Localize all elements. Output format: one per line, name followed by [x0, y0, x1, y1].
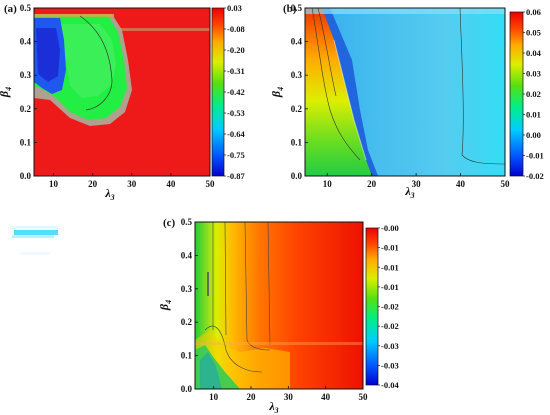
- panel-b-y-tick-label: 0.1: [291, 137, 303, 147]
- panel-b-colorbar-tick-label: 0.02: [526, 89, 541, 99]
- panel-b-colorbar-tick-label: 0.03: [526, 69, 541, 79]
- panel-a-y-tick-label: 0.3: [20, 70, 32, 80]
- panel-c-colorbar-tick-label: -0.03: [381, 360, 399, 370]
- panel-a-y-tick-label: 0.0: [20, 171, 32, 181]
- panel-c-axes: 10 20 30 40 50 0.0 0.1 0.2 0.3 0.4 0.5 (c) λ3 β4: [157, 217, 368, 415]
- panel-c-x-tick-label: 30: [284, 392, 294, 402]
- panel-a-colorbar-tick-label: -0.08: [227, 24, 245, 34]
- panel-a-y-tick-label: 0.2: [20, 104, 32, 114]
- panel-c-frame: [194, 221, 364, 390]
- panel-a-colorbar-tick-label: -0.87: [227, 171, 245, 181]
- panel-c-colorbar-tick-label: -0.02: [381, 302, 399, 312]
- panel-a-x-tick-label: 10: [49, 179, 59, 189]
- panel-b-colorbar-tick-label: -0.01: [526, 151, 544, 161]
- panel-a-x-tick-label: 20: [88, 179, 98, 189]
- panel-c-colorbar-tick-label: -0.04: [381, 380, 399, 390]
- panel-b-x-tick-label: 40: [456, 179, 466, 189]
- panel-a-x-tick-label: 40: [166, 179, 176, 189]
- panel-c-y-axis-label: β4: [157, 300, 173, 311]
- panel-c-y-tick-label: 0.1: [181, 351, 193, 361]
- panel-b-y-tick-label: 0.5: [291, 3, 303, 13]
- panel-b-frame: [304, 7, 506, 177]
- panel-c-heatmap: [195, 222, 363, 389]
- panel-b-y-tick-label: 0.0: [291, 171, 303, 181]
- panel-c-x-tick-label: 40: [321, 392, 331, 402]
- panel-a-y-tick-label: 0.1: [20, 137, 32, 147]
- panel-c-colorbar-tick-label: -0.03: [381, 341, 399, 351]
- panel-c-colorbar-tick-label: -0.01: [381, 243, 399, 253]
- panel-b: 10 20 30 40 50 0.0 0.1 0.2 0.3 0.4 0.5(b) λ3 β4 0.06…: [269, 3, 544, 200]
- panel-a-colorbar-tick-label: 0.03: [227, 3, 242, 13]
- panel-b-colorbar-tick-label: 0.06: [526, 7, 541, 17]
- panel-b-y-tick-label: 0.3: [291, 70, 303, 80]
- panel-b-x-tick-label: 30: [412, 179, 422, 189]
- panel-a-frame: [33, 7, 211, 177]
- panel-b-colorbar-tick-label: 0.05: [526, 28, 541, 38]
- panel-a-colorbar-ticks: 0.03 -0.08 -0.20 -0.31 -0.42 -0.53 -0.64 -0.75 -…: [224, 3, 245, 181]
- panel-a-colorbar-tick-label: -0.64: [227, 129, 245, 139]
- panel-b-colorbar-tick-label: 0.01: [526, 110, 541, 120]
- panel-c-y-tick-label: 0.2: [181, 317, 193, 327]
- panel-c-label: (c): [163, 217, 176, 229]
- panel-b-y-tick-label: 0.4: [291, 37, 303, 47]
- panel-c-y-tick-label: 0.5: [181, 217, 193, 227]
- panel-a-colorbar: [211, 7, 225, 177]
- panel-c-colorbar-tick-label: -0.01: [381, 262, 399, 272]
- panel-a-colorbar-tick-label: -0.75: [227, 150, 245, 160]
- panel-a-y-tick-label: 0.5: [20, 3, 32, 13]
- panel-b-y-tick-label: 0.2: [291, 104, 303, 114]
- panel-c-y-tick-label: 0.0: [181, 384, 193, 394]
- panel-b-label: (b): [283, 3, 297, 15]
- panel-a-y-tick-label: 0.4: [20, 37, 32, 47]
- panel-a-colorbar-tick-label: -0.20: [227, 45, 245, 55]
- panel-a-y-axis-label: β4: [0, 87, 13, 98]
- panel-b-heatmap: [305, 8, 505, 176]
- panel-c-y-tick-label: 0.4: [181, 250, 193, 260]
- panel-b-x-tick-label: 10: [323, 179, 333, 189]
- panel-c-x-tick-label: 10: [209, 392, 219, 402]
- panel-a-heatmap: [34, 8, 210, 176]
- panel-a-colorbar-tick-label: -0.42: [227, 87, 245, 97]
- panel-a-colorbar-tick-label: -0.53: [227, 108, 245, 118]
- panel-c: 10 20 30 40 50 0.0 0.1 0.2 0.3 0.4 0.5 (c) λ3 β4 -0.0…: [157, 217, 399, 415]
- panel-b-x-tick-label: 50: [501, 179, 511, 189]
- panel-c-colorbar-ticks: -0.00 -0.01 -0.01 -0.01 -0.02 -0.02 -0.03 -0.03…: [378, 223, 399, 390]
- panel-c-colorbar-tick-label: -0.01: [381, 282, 399, 292]
- panel-a-label: (a): [4, 3, 17, 15]
- panel-b-colorbar-tick-label: 0.04: [526, 48, 542, 58]
- panel-a-x-tick-label: 30: [127, 179, 137, 189]
- panel-b-axes: 10 20 30 40 50 0.0 0.1 0.2 0.3 0.4 0.5(b) λ3 β4: [269, 3, 510, 200]
- panel-c-x-tick-label: 50: [359, 392, 369, 402]
- panel-b-colorbar-ticks: 0.06 0.05 0.04 0.03 0.02 0.01 0.00 -0.01 -0.02: [523, 7, 544, 181]
- panel-c-colorbar: [365, 227, 379, 386]
- panel-a-x-axis-label: λ3: [104, 186, 114, 202]
- panel-b-x-axis-label: λ3: [404, 184, 414, 200]
- panel-b-colorbar: [509, 11, 524, 177]
- panel-b-colorbar-tick-label: -0.02: [526, 171, 544, 181]
- panel-c-x-tick-label: 20: [247, 392, 257, 402]
- panel-a-axes: 10 20 30 40 50 0.0 0.1 0.2 0.3 0.4 0.5(a) λ3 β4: [0, 3, 215, 202]
- panel-c-y-tick-label: 0.3: [181, 284, 193, 294]
- panel-b-y-axis-label: β4: [269, 87, 285, 98]
- panel-c-colorbar-tick-label: -0.00: [381, 223, 399, 233]
- panel-a-x-tick-label: 50: [206, 179, 216, 189]
- panel-c-colorbar-tick-label: -0.02: [381, 321, 399, 331]
- panel-c-x-axis-label: λ3: [268, 399, 278, 415]
- background-artifact: [10, 226, 58, 255]
- panel-b-x-tick-label: 20: [367, 179, 377, 189]
- panel-a-colorbar-tick-label: -0.31: [227, 66, 245, 76]
- panel-b-colorbar-tick-label: 0.00: [526, 130, 541, 140]
- panel-a: 10 20 30 40 50 0.0 0.1 0.2 0.3 0.4 0.5(a) λ3 β4 0.03…: [0, 3, 245, 202]
